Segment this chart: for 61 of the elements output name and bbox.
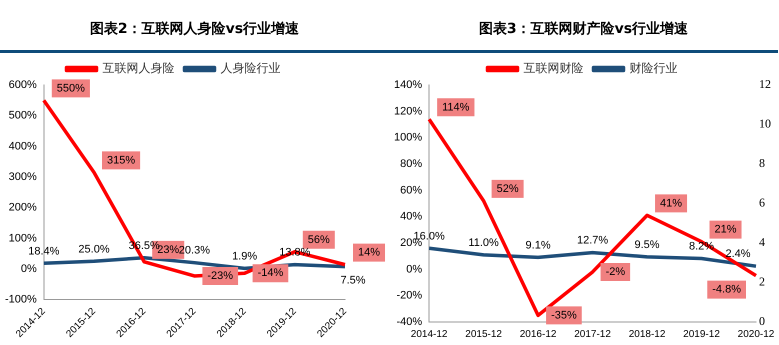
- chart-title: 图表2：互联网人身险vs行业增速: [0, 8, 389, 53]
- data-label: 2.4%: [725, 248, 751, 260]
- y-tick-label: 0%: [406, 263, 422, 276]
- data-label: 9.1%: [526, 239, 551, 252]
- chart-title: 图表3：互联网财产险vs行业增速: [389, 8, 778, 53]
- data-label: 52%: [496, 182, 519, 195]
- y-tick-label: 80%: [400, 158, 422, 170]
- x-tick-label: 2018-12: [628, 328, 666, 340]
- data-label: 1.9%: [232, 250, 258, 262]
- y-tick-label: 40%: [400, 210, 422, 223]
- legend-label: 人身险行业: [220, 61, 280, 76]
- data-label: -14%: [258, 267, 284, 280]
- data-label: 18.4%: [28, 245, 60, 258]
- y-tick-label: 0%: [20, 262, 38, 275]
- data-label: 7.5%: [340, 274, 366, 287]
- data-label: 550%: [56, 82, 86, 94]
- x-tick-label: 2017-12: [574, 328, 612, 340]
- data-label: 12.7%: [576, 234, 608, 247]
- data-label: 25.0%: [78, 243, 110, 256]
- x-tick-label: 2019-12: [683, 328, 720, 340]
- y-tick-label: 100%: [394, 132, 422, 144]
- x-tick-label: 2015-12: [465, 328, 502, 340]
- data-label: 41%: [660, 197, 682, 210]
- data-label: -4.8%: [712, 284, 742, 296]
- y-tick-label: 400%: [8, 140, 38, 152]
- y-tick-label: 60%: [400, 184, 422, 196]
- data-label: 9.5%: [634, 238, 660, 251]
- y-tick-label: -40%: [396, 316, 422, 328]
- data-label: 114%: [442, 101, 470, 114]
- data-label: 315%: [106, 154, 136, 166]
- legend-label: 互联网人身险: [102, 61, 174, 76]
- x-tick-label: 2020-12: [738, 328, 775, 340]
- legend-label: 财险行业: [630, 61, 678, 76]
- y2-tick-label: 0: [759, 314, 765, 328]
- data-label: -23%: [207, 270, 234, 282]
- y-tick-label: 500%: [8, 110, 38, 122]
- y-tick-label: 600%: [8, 79, 38, 92]
- legend-label: 互联网财险: [524, 61, 584, 76]
- y2-tick-label: 12: [759, 77, 771, 92]
- y2-tick-label: 10: [759, 116, 771, 131]
- y-tick-label: 100%: [8, 232, 38, 244]
- data-label: 23%: [157, 244, 180, 256]
- y-tick-label: 200%: [8, 202, 38, 214]
- y-tick-label: 120%: [394, 105, 422, 118]
- y2-tick-label: 6: [759, 196, 765, 210]
- y-tick-label: -100%: [5, 294, 38, 306]
- y2-tick-label: 8: [759, 156, 765, 170]
- data-label: -2%: [606, 266, 626, 278]
- y-tick-label: 300%: [8, 170, 38, 183]
- x-tick-label: 2014-12: [410, 328, 448, 340]
- y-tick-label: 140%: [394, 79, 422, 92]
- data-label: -35%: [551, 309, 577, 322]
- data-label: 11.0%: [468, 236, 500, 249]
- y-tick-label: -20%: [396, 290, 422, 302]
- y2-tick-label: 4: [759, 235, 765, 250]
- data-label: 56%: [308, 234, 330, 246]
- y2-tick-label: 2: [759, 274, 765, 289]
- data-label: 14%: [358, 246, 380, 259]
- x-tick-label: 2016-12: [520, 328, 557, 340]
- data-label: 20.3%: [178, 244, 210, 257]
- data-label: 21%: [714, 224, 737, 236]
